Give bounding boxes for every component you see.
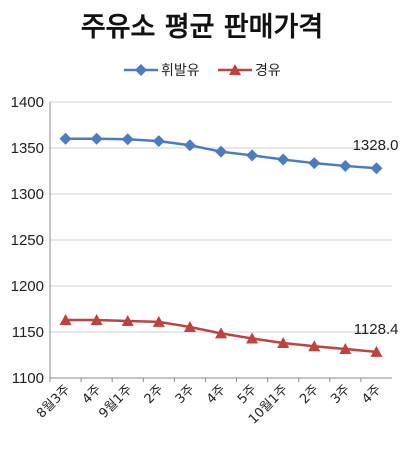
x-tick-label: 3주 bbox=[173, 382, 198, 407]
data-point-diamond bbox=[215, 145, 227, 158]
data-point-triangle bbox=[215, 327, 227, 339]
x-tick-label: 2주 bbox=[142, 382, 167, 407]
data-point-triangle bbox=[246, 332, 259, 344]
legend-diamond-marker bbox=[135, 64, 147, 76]
legend-item-gasoline: 휘발유 bbox=[124, 63, 200, 79]
x-tick-label: 5주 bbox=[235, 382, 260, 407]
data-point-diamond bbox=[277, 153, 290, 166]
x-tick-label: 3주 bbox=[328, 382, 353, 407]
legend-item-diesel: 경유 bbox=[218, 63, 281, 79]
x-tick-label: 4주 bbox=[80, 382, 105, 407]
chart-title: 주유소 평균 판매가격 bbox=[81, 12, 323, 43]
data-point-diamond bbox=[370, 162, 383, 175]
x-tick-label: 4주 bbox=[359, 382, 384, 407]
data-point-diamond bbox=[183, 139, 196, 152]
legend: 휘발유 경유 bbox=[124, 63, 281, 79]
data-point-diamond bbox=[59, 132, 72, 145]
y-tick-label: 1250 bbox=[11, 232, 44, 249]
data-point-triangle bbox=[59, 314, 72, 326]
legend-label-diesel: 경유 bbox=[255, 63, 281, 79]
x-tick-label: 4주 bbox=[204, 382, 229, 407]
y-tick-label: 1400 bbox=[11, 94, 44, 111]
y-tick-label: 1200 bbox=[11, 278, 44, 295]
y-tick-label: 1100 bbox=[12, 370, 44, 387]
y-tick-label: 1150 bbox=[12, 324, 44, 341]
data-point-diamond bbox=[308, 157, 321, 170]
series-gasoline: 1328.0 bbox=[59, 132, 399, 175]
x-tick-label: 2주 bbox=[297, 382, 322, 407]
y-tick-label: 1350 bbox=[11, 140, 44, 157]
data-point-triangle bbox=[339, 343, 352, 355]
data-point-diamond bbox=[121, 133, 134, 146]
end-data-label: 1128.4 bbox=[354, 321, 399, 338]
end-data-label: 1328.0 bbox=[353, 137, 399, 154]
data-point-triangle bbox=[152, 315, 165, 327]
data-point-diamond bbox=[152, 135, 165, 148]
data-point-triangle bbox=[308, 340, 321, 352]
y-tick-label: 1300 bbox=[11, 186, 44, 203]
data-point-triangle bbox=[183, 320, 196, 332]
data-point-triangle bbox=[90, 314, 103, 326]
x-tick-label: 9월1주 bbox=[96, 382, 135, 421]
data-point-triangle bbox=[121, 314, 134, 326]
data-point-diamond bbox=[339, 159, 352, 172]
data-point-diamond bbox=[246, 149, 259, 162]
y-axis-ticks: 1400 1350 1300 1250 1200 1150 1100 bbox=[11, 94, 44, 387]
legend-triangle-marker bbox=[229, 64, 241, 75]
series: 1328.0 1128.4 bbox=[59, 132, 399, 357]
legend-label-gasoline: 휘발유 bbox=[161, 63, 200, 79]
series-diesel: 1128.4 bbox=[59, 314, 399, 357]
data-point-triangle bbox=[277, 337, 290, 349]
x-tick-label: 8월3주 bbox=[34, 382, 73, 421]
data-point-diamond bbox=[90, 132, 103, 145]
data-point-triangle bbox=[370, 345, 383, 357]
